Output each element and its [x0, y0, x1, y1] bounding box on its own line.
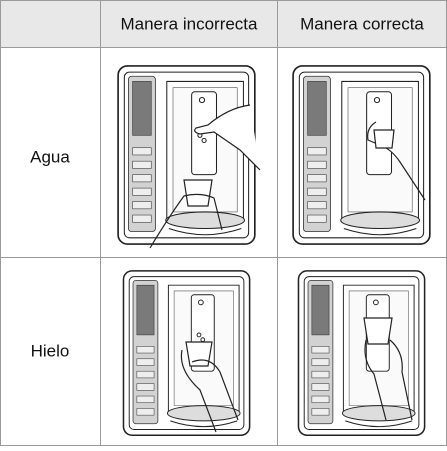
- illustration-ice-wrong: [122, 270, 251, 437]
- column-header: Manera correcta: [300, 14, 424, 33]
- row-label: Agua: [30, 147, 70, 166]
- row-label: Hielo: [31, 341, 70, 360]
- illustration-water-wrong: [117, 65, 261, 249]
- illustration-ice-right: [297, 270, 426, 437]
- column-header: Manera incorrecta: [120, 14, 258, 33]
- illustration-water-right: [292, 65, 431, 245]
- header-background: [0, 0, 447, 47]
